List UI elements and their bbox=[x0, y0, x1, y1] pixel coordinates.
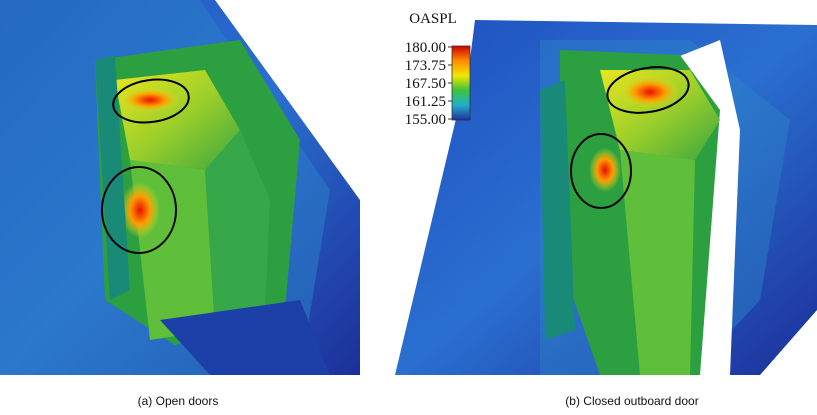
caption: (a) Open doors bbox=[138, 394, 219, 408]
colorbar-title: OASPL bbox=[409, 11, 457, 27]
caption: (b) Closed outboard door bbox=[565, 394, 698, 408]
colorbar-tick-label: 161.25 bbox=[405, 94, 446, 110]
colorbar-tick-label: 167.50 bbox=[405, 76, 446, 92]
figure: OASPL 180.00 173.75 167.50 161.25 155.00 (a)… bbox=[0, 0, 817, 415]
colorbar: OASPL 180.00 173.75 167.50 161.25 155.00 bbox=[405, 11, 470, 128]
colorbar-gradient bbox=[452, 46, 470, 120]
colorbar-tick-label: 155.00 bbox=[405, 112, 446, 128]
panel-a bbox=[0, 0, 360, 375]
colorbar-tick-label: 180.00 bbox=[405, 40, 446, 56]
colorbar-tick-label: 173.75 bbox=[405, 58, 446, 74]
